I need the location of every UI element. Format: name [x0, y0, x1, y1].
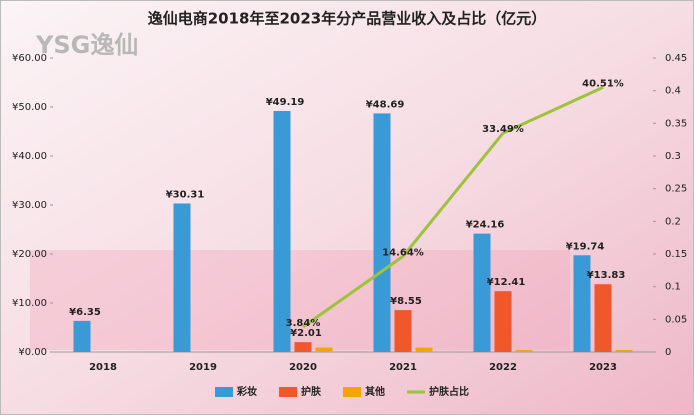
y-tick-label: ¥0.00	[18, 347, 47, 358]
y2-tick-label: 0.05	[665, 314, 687, 325]
data-label: ¥13.83	[587, 270, 626, 281]
data-label: ¥6.35	[69, 307, 101, 318]
line-label: 33.49%	[482, 124, 524, 135]
logo: YSG逸仙	[35, 31, 138, 59]
y-tick-label: ¥50.00	[12, 102, 47, 113]
y-tick-label: ¥10.00	[12, 298, 47, 309]
bar	[494, 291, 512, 352]
legend-label: 护肤占比	[429, 385, 469, 398]
y-tick-label: ¥20.00	[12, 249, 47, 260]
y2-tick-label: 0.2	[665, 216, 681, 227]
y-tick-label: ¥40.00	[12, 151, 47, 162]
bar	[315, 347, 333, 352]
y-tick-label: ¥60.00	[12, 53, 47, 64]
legend-label: 护肤	[301, 385, 322, 398]
bar	[515, 350, 533, 352]
x-tick-label: 2018	[89, 362, 117, 373]
legend-swatch	[343, 387, 361, 397]
bar	[394, 310, 412, 352]
data-label: ¥30.31	[166, 189, 205, 200]
legend-swatch	[215, 387, 233, 397]
y2-tick-label: 0.3	[665, 151, 681, 162]
data-label: ¥2.01	[290, 328, 322, 339]
bar	[573, 255, 591, 352]
bar	[415, 347, 433, 352]
y2-tick-label: 0.25	[665, 184, 687, 195]
x-tick-label: 2019	[189, 362, 217, 373]
bar	[594, 284, 612, 352]
data-label: ¥8.55	[390, 296, 422, 307]
bar	[373, 113, 391, 352]
y2-tick-label: 0.4	[665, 86, 681, 97]
data-label: ¥49.19	[266, 97, 305, 108]
data-label: ¥19.74	[566, 241, 605, 252]
bar	[173, 203, 191, 352]
chart-title: 逸仙电商2018年至2023年分产品营业收入及占比（亿元）	[148, 10, 547, 28]
y2-tick-label: 0.45	[665, 53, 687, 64]
bar	[73, 320, 91, 352]
line-label: 3.84%	[286, 318, 321, 329]
x-tick-label: 2023	[589, 362, 617, 373]
line-label: 40.51%	[582, 78, 624, 89]
x-tick-label: 2021	[389, 362, 417, 373]
legend-label: 其他	[365, 385, 385, 398]
line-label: 14.64%	[382, 247, 424, 258]
bar	[473, 233, 491, 352]
y2-tick-label: 0.15	[665, 249, 687, 260]
x-tick-label: 2020	[289, 362, 317, 373]
bar	[273, 110, 291, 353]
line	[302, 85, 604, 329]
x-tick-label: 2022	[489, 362, 517, 373]
y2-tick-label: 0.1	[665, 282, 681, 293]
y2-tick-label: 0	[665, 347, 671, 358]
data-label: ¥48.69	[366, 99, 405, 110]
y2-tick-label: 0.35	[665, 118, 687, 129]
legend-swatch	[279, 387, 297, 397]
data-label: ¥12.41	[487, 277, 526, 288]
y-tick-label: ¥30.00	[12, 200, 47, 211]
bar	[615, 350, 633, 352]
data-label: ¥24.16	[466, 220, 505, 231]
legend-label: 彩妆	[236, 385, 257, 398]
bar	[294, 342, 312, 352]
